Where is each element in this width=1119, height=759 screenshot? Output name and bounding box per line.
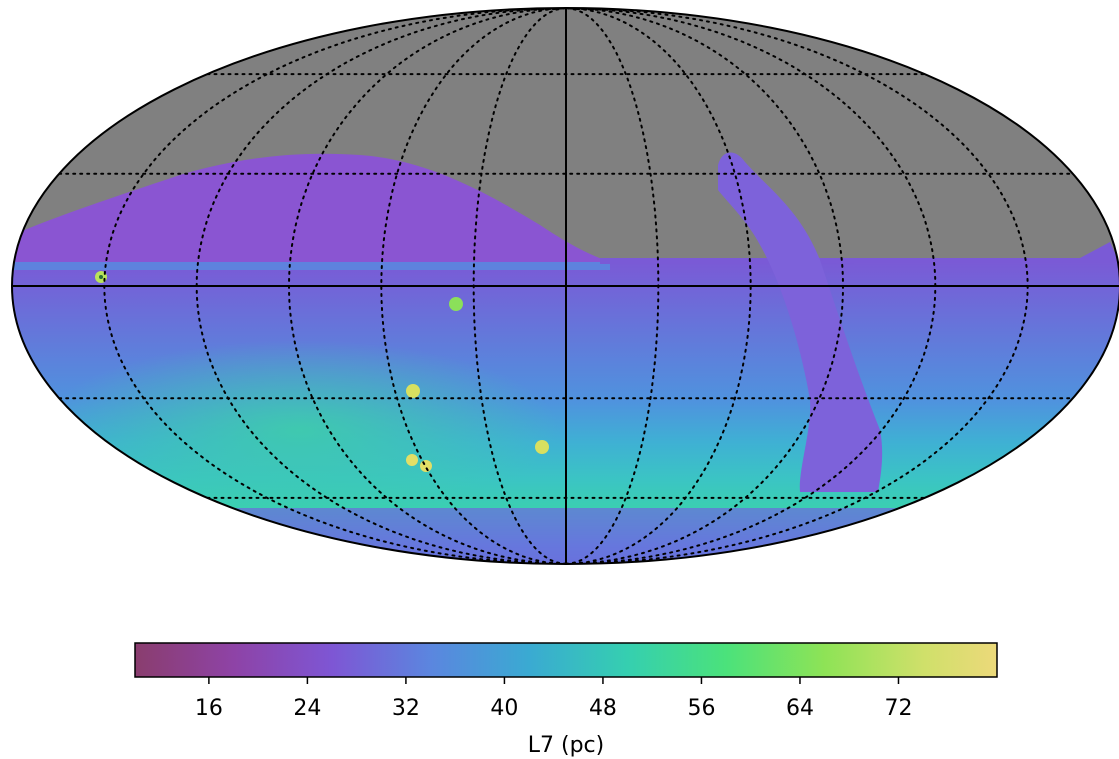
colorbar-ticks: 16 24 32 40 48 56 64 72 — [195, 677, 912, 721]
point-source — [535, 440, 549, 454]
colorbar-tick-label: 24 — [293, 696, 321, 721]
map-boundary — [11, 7, 1119, 565]
equator-band-east — [600, 242, 1119, 264]
northern-arc-region — [12, 153, 610, 262]
diagonal-stripe — [718, 152, 883, 492]
point-source — [406, 384, 420, 398]
colorbar-tick-label: 32 — [392, 696, 420, 721]
colorbar-tick-label: 64 — [786, 696, 814, 721]
point-source — [420, 460, 432, 472]
point-source — [449, 297, 463, 311]
colorbar-tick-label: 56 — [687, 696, 715, 721]
colorbar-tick-label: 40 — [490, 696, 518, 721]
colorbar-tick-label: 16 — [195, 696, 223, 721]
point-source — [406, 454, 418, 466]
high-value-area — [40, 340, 560, 520]
colorbar-tick-label: 48 — [589, 696, 617, 721]
colorbar: 16 24 32 40 48 56 64 72 L7 (pc) — [134, 642, 998, 758]
colorbar-gradient — [134, 642, 998, 678]
colorbar-label: L7 (pc) — [528, 733, 604, 758]
colorbar-tick-label: 72 — [884, 696, 912, 721]
southern-band — [12, 508, 1119, 564]
